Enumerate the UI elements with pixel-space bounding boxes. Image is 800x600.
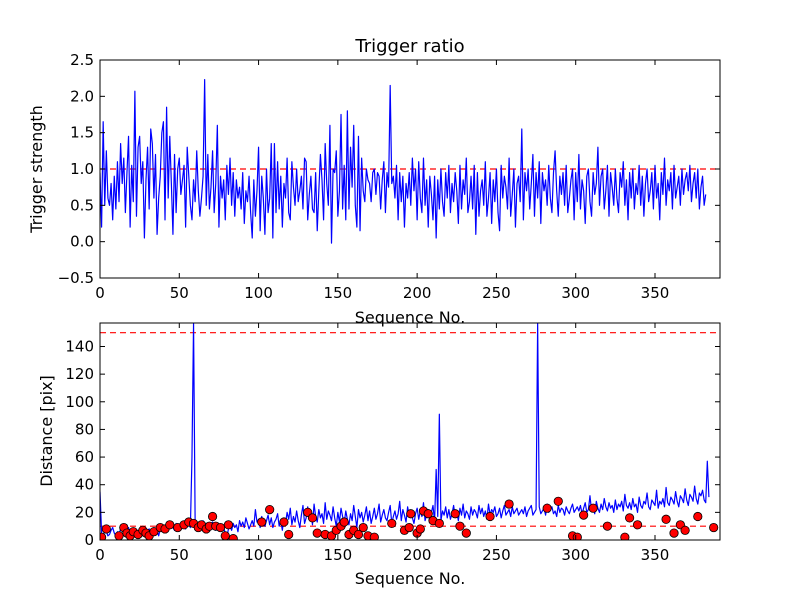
x-tick-label: 200 <box>403 546 432 564</box>
marker-point <box>542 503 552 513</box>
marker-point <box>661 514 671 524</box>
marker-point <box>339 517 349 527</box>
marker-point <box>415 524 425 534</box>
y-tick-label: 140 <box>65 337 94 355</box>
chart-title: Trigger ratio <box>354 36 464 57</box>
marker-point <box>579 510 589 520</box>
marker-point <box>620 532 630 540</box>
marker-point <box>450 509 460 519</box>
x-tick-label: 200 <box>403 284 432 302</box>
x-axis-label: Sequence No. <box>355 308 466 327</box>
marker-point <box>265 504 275 515</box>
x-tick-label: 250 <box>482 546 511 564</box>
marker-point <box>434 518 444 529</box>
x-tick-label: 150 <box>324 284 353 302</box>
marker-point <box>101 524 111 534</box>
y-tick-label: 0.5 <box>70 196 94 214</box>
marker-point <box>358 522 368 533</box>
marker-point <box>485 511 495 522</box>
marker-point <box>353 529 364 540</box>
x-tick-label: 150 <box>324 546 353 564</box>
x-tick-label: 100 <box>244 284 273 302</box>
marker-point <box>100 532 107 540</box>
plot-frame <box>99 322 721 541</box>
x-tick-label: 350 <box>641 284 670 302</box>
y-tick-label: 2.5 <box>70 51 94 69</box>
marker-point <box>602 521 613 531</box>
marker-point <box>404 522 414 533</box>
trigger-ratio-chart: Trigger ratio Trigger strength Sequence … <box>27 36 721 327</box>
marker-point <box>312 528 322 538</box>
y-tick-label: 0 <box>84 531 94 549</box>
series-line <box>100 323 710 538</box>
marker-point <box>114 531 124 540</box>
marker-point <box>284 529 294 540</box>
marker-point <box>588 503 598 513</box>
x-tick-label: 100 <box>244 546 273 564</box>
marker-point <box>669 528 679 538</box>
x-tick-label: 50 <box>170 284 189 302</box>
marker-point <box>632 520 643 530</box>
x-axis-label: Sequence No. <box>355 569 466 588</box>
marker-point <box>455 521 465 531</box>
marker-point <box>693 511 703 522</box>
marker-point <box>165 520 175 530</box>
marker-point <box>709 522 719 533</box>
y-tick-label: 40 <box>75 476 94 494</box>
marker-point <box>553 496 563 506</box>
y-axis-label: Trigger strength <box>27 105 46 234</box>
marker-point <box>257 517 267 527</box>
marker-point <box>149 527 159 537</box>
y-tick-label: 1.5 <box>70 124 94 142</box>
y-tick-label: 60 <box>75 448 94 466</box>
y-tick-label: 1.0 <box>70 160 94 178</box>
x-tick-label: 0 <box>95 546 105 564</box>
y-tick-label: 100 <box>65 393 94 411</box>
y-tick-label: 20 <box>75 503 94 521</box>
y-axis-label: Distance [pix] <box>37 375 56 487</box>
x-tick-label: 350 <box>641 546 670 564</box>
marker-point <box>625 513 635 523</box>
marker-point <box>461 528 471 538</box>
marker-point <box>423 509 433 519</box>
y-tick-label: 0.0 <box>70 233 94 251</box>
marker-point <box>504 499 514 509</box>
distance-chart: Distance [pix] Sequence No. 0 50 100 150 200… <box>37 322 721 588</box>
marker-point <box>207 511 218 522</box>
x-tick-label: 250 <box>482 284 511 302</box>
marker-point <box>223 520 234 530</box>
marker-point <box>387 518 397 529</box>
marker-point <box>279 517 289 527</box>
series-line <box>100 79 707 244</box>
marker-point <box>406 509 416 519</box>
marker-point <box>369 532 379 540</box>
y-tick-label: 2.0 <box>70 87 94 105</box>
marker-point <box>228 534 238 540</box>
marker-point <box>307 513 318 523</box>
marker-point <box>572 532 582 540</box>
marker-point <box>680 525 690 535</box>
y-tick-label: 120 <box>65 365 94 383</box>
marker-point <box>215 522 226 533</box>
y-tick-label: −0.5 <box>58 269 94 287</box>
x-tick-label: 0 <box>95 284 105 302</box>
x-tick-label: 300 <box>561 546 590 564</box>
marker-point <box>220 531 230 540</box>
x-tick-label: 300 <box>561 284 590 302</box>
x-tick-label: 50 <box>170 546 189 564</box>
y-tick-label: 80 <box>75 420 94 438</box>
